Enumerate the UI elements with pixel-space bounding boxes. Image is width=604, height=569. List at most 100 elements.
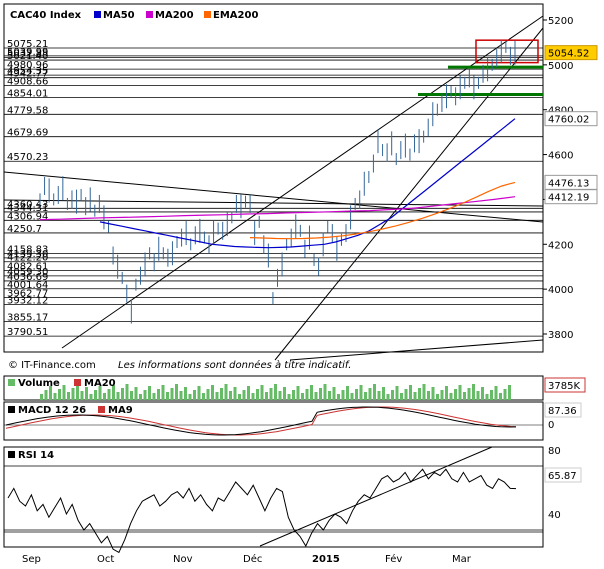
volume-bar xyxy=(436,394,439,400)
volume-bar xyxy=(454,389,457,400)
price-level-label: 5039.99 xyxy=(7,47,48,58)
volume-bar xyxy=(197,386,201,400)
volume-value-box xyxy=(544,377,586,393)
volume-bar xyxy=(310,385,313,400)
trend-line xyxy=(3,199,544,207)
legend-ema200: EMA200 xyxy=(213,10,258,21)
volume-bar xyxy=(373,384,376,400)
volume-bar xyxy=(287,394,291,400)
volume-bar xyxy=(107,389,111,400)
price-level-label: 5032.85 xyxy=(7,48,48,59)
x-tick-label: Sep xyxy=(22,554,41,565)
trend-line xyxy=(61,15,544,349)
rsi-tick-80: 80 xyxy=(548,446,561,457)
volume-bar xyxy=(337,394,340,400)
trend-line xyxy=(3,171,544,223)
volume-bar xyxy=(476,391,480,400)
volume-bar xyxy=(265,392,268,400)
y-tick-label: 3800 xyxy=(548,330,573,341)
macd-value: 87.36 xyxy=(548,406,577,417)
volume-bar xyxy=(71,388,75,400)
volume-bar xyxy=(184,387,187,400)
volume-bar xyxy=(242,390,246,400)
volume-bar xyxy=(494,386,498,400)
volume-bar xyxy=(301,393,304,400)
volume-bar xyxy=(283,387,286,400)
volume-bar xyxy=(238,394,241,400)
volume-bar xyxy=(364,392,367,400)
volume-bar xyxy=(481,387,484,400)
x-tick-label: Fév xyxy=(385,553,402,565)
volume-bar xyxy=(211,385,214,400)
price-level-label: 4001.64 xyxy=(7,280,48,291)
volume-bar xyxy=(89,394,93,400)
volume-bar xyxy=(166,392,169,400)
volume-bar xyxy=(400,393,403,400)
price-level-label: 4942.77 xyxy=(7,69,48,80)
rsi-line xyxy=(7,468,517,554)
y-tick-label: 4600 xyxy=(548,151,573,162)
price-level-label: 4122.20 xyxy=(7,253,48,264)
price-level-label: 4980.96 xyxy=(7,60,48,71)
price-level-label: 4139.30 xyxy=(7,249,48,260)
price-level-label: 4360.43 xyxy=(7,199,48,210)
right-value-label: 4760.02 xyxy=(548,115,589,126)
trend-line xyxy=(274,27,544,361)
volume-bar xyxy=(229,391,232,400)
volume-title: Volume xyxy=(18,378,60,389)
volume-bar xyxy=(215,392,219,400)
y-tick-label: 5000 xyxy=(548,61,573,72)
price-level-label: 4779.58 xyxy=(7,105,48,116)
legend-swatch-ema200 xyxy=(204,11,211,18)
ma200-line xyxy=(39,196,516,221)
volume-bar xyxy=(49,386,52,400)
price-level-label: 3962.77 xyxy=(7,288,48,299)
volume-bar xyxy=(346,386,349,400)
volume-bar xyxy=(148,386,151,400)
volume-bar xyxy=(490,390,493,400)
volume-bar xyxy=(341,390,345,400)
main-price-layer: 520050004800460044004200400038005075.215… xyxy=(3,15,598,361)
price-level-label: 4679.69 xyxy=(7,128,48,139)
macd-panel xyxy=(3,401,544,441)
footer-disclaimer: Les informations sont données à titre in… xyxy=(118,359,351,371)
volume-bar xyxy=(296,386,300,400)
volume-bar xyxy=(116,392,120,400)
volume-bar xyxy=(85,387,88,400)
price-level-label: 4854.01 xyxy=(7,89,48,100)
volume-bar xyxy=(40,394,43,400)
volume-bar xyxy=(80,391,84,400)
macd-title: MACD 12 26 xyxy=(18,405,86,416)
volume-bar xyxy=(62,385,66,400)
macd-line xyxy=(5,406,517,436)
instrument-title: CAC40 Index xyxy=(10,10,82,21)
volume-bar xyxy=(422,384,426,400)
x-axis: Sep Oct Nov Déc 2015 Fév Mar xyxy=(22,553,472,565)
volume-bar xyxy=(157,389,160,400)
right-value-box xyxy=(544,45,598,61)
volume-bar xyxy=(305,389,309,400)
volume-bar xyxy=(125,384,129,400)
volume-bar xyxy=(202,393,205,400)
macd-lines xyxy=(4,406,543,436)
volume-ma-label: MA20 xyxy=(84,378,116,389)
price-level-label: 5021.40 xyxy=(7,51,48,62)
volume-bar xyxy=(175,384,178,400)
volume-bar xyxy=(386,394,390,400)
right-value-label: 5054.52 xyxy=(548,49,589,60)
x-tick-label: Nov xyxy=(173,554,193,565)
x-tick-label: 2015 xyxy=(312,554,340,565)
price-level-label: 4082.61 xyxy=(7,262,48,273)
volume-bar xyxy=(427,391,430,400)
volume-bar xyxy=(314,392,318,400)
volume-bar xyxy=(391,390,394,400)
volume-bar xyxy=(94,390,97,400)
price-level-label: 5075.21 xyxy=(7,39,48,50)
volume-bars xyxy=(40,384,511,400)
price-level-label: 4306.94 xyxy=(7,211,48,222)
highlight-box xyxy=(475,39,539,64)
volume-bar xyxy=(206,389,210,400)
volume-bar xyxy=(467,388,471,400)
right-value-label: 4476.13 xyxy=(548,178,589,189)
volume-bar xyxy=(269,388,273,400)
